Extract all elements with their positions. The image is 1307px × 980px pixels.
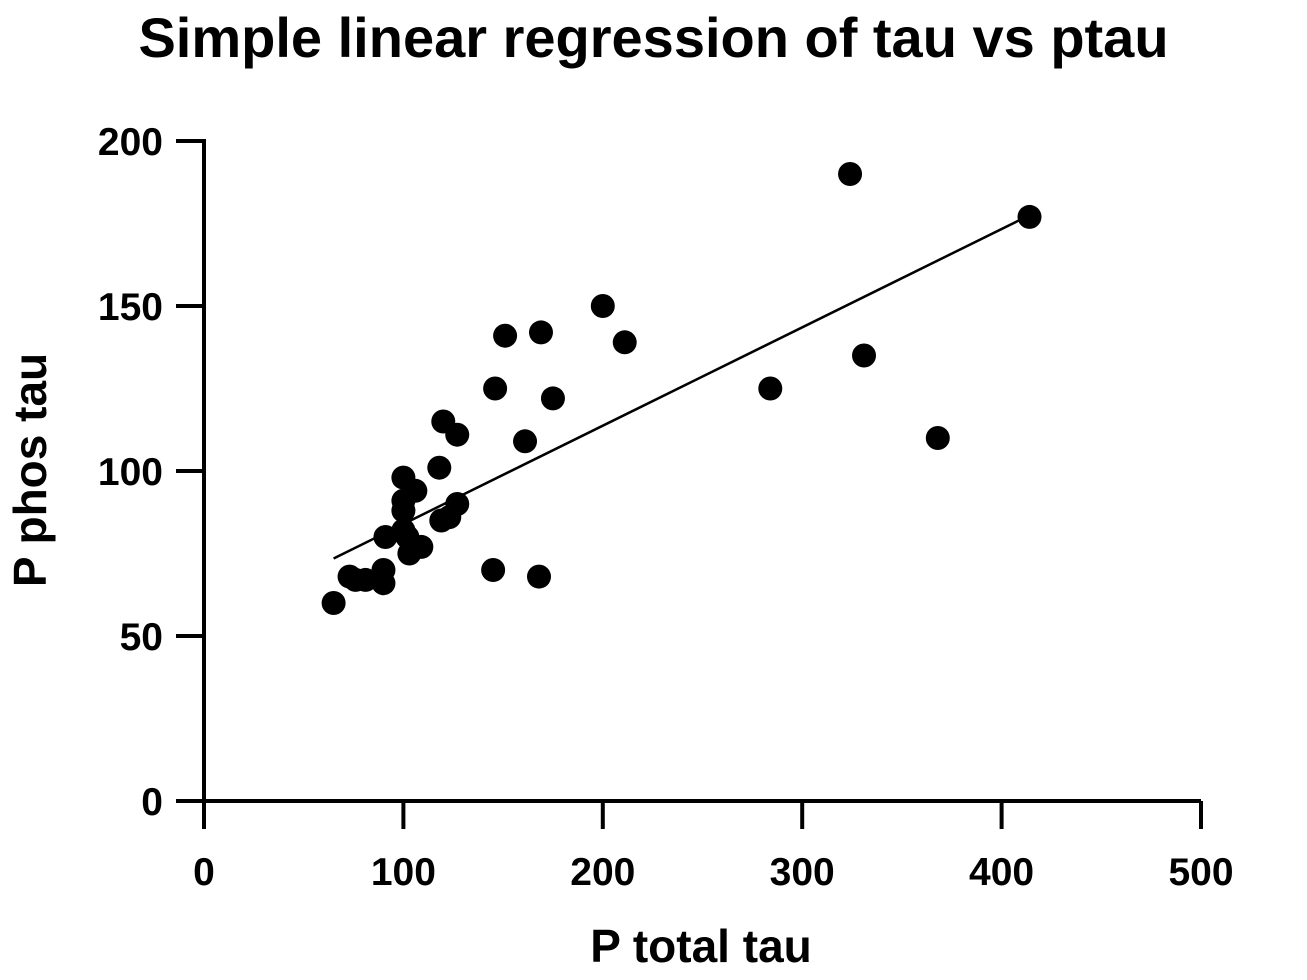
data-point-26 [528,320,553,345]
data-point-15 [427,455,452,480]
data-point-28 [590,294,615,318]
regression-line-group [333,214,1031,560]
data-point-29 [612,330,637,355]
data-point-24 [513,429,538,454]
data-point-31 [838,162,863,186]
x-tick-label-100: 100 [371,851,436,894]
axes [202,139,1201,803]
data-point-21 [481,558,506,582]
x-tick-label-0: 0 [193,851,215,894]
y-tick-label-50: 50 [120,616,163,659]
data-point-33 [925,426,950,450]
x-tick-label-200: 200 [570,851,635,894]
tick-marks [176,139,1203,829]
y-tick-label-100: 100 [98,451,163,494]
data-point-23 [493,323,518,348]
regression-line [333,214,1031,560]
y-axis-title: P phos tau [4,353,56,587]
data-point-3 [353,567,378,592]
y-tick-label-200: 200 [98,121,163,164]
data-point-25 [526,564,551,589]
data-point-34 [1017,204,1042,229]
y-tick-label-150: 150 [98,286,163,329]
x-tick-label-500: 500 [1168,851,1233,894]
data-point-9 [391,498,416,523]
tick-labels: 0 100 200 300 400 500 0 50 100 150 200 [98,121,1234,894]
data-points [321,162,1042,615]
data-point-19 [445,492,470,516]
data-point-30 [758,376,783,401]
data-point-20 [445,422,470,447]
data-point-27 [540,386,565,411]
x-tick-label-300: 300 [770,851,835,894]
data-point-22 [483,376,508,401]
data-point-14 [409,534,434,559]
x-tick-label-400: 400 [969,851,1034,894]
chart-title: Simple linear regression of tau vs ptau [138,6,1169,69]
y-tick-label-0: 0 [141,781,163,824]
data-point-13 [403,478,428,503]
data-point-5 [371,558,396,582]
x-axis-title: P total tau [590,920,812,972]
data-point-0 [321,591,346,615]
data-point-32 [852,343,877,368]
